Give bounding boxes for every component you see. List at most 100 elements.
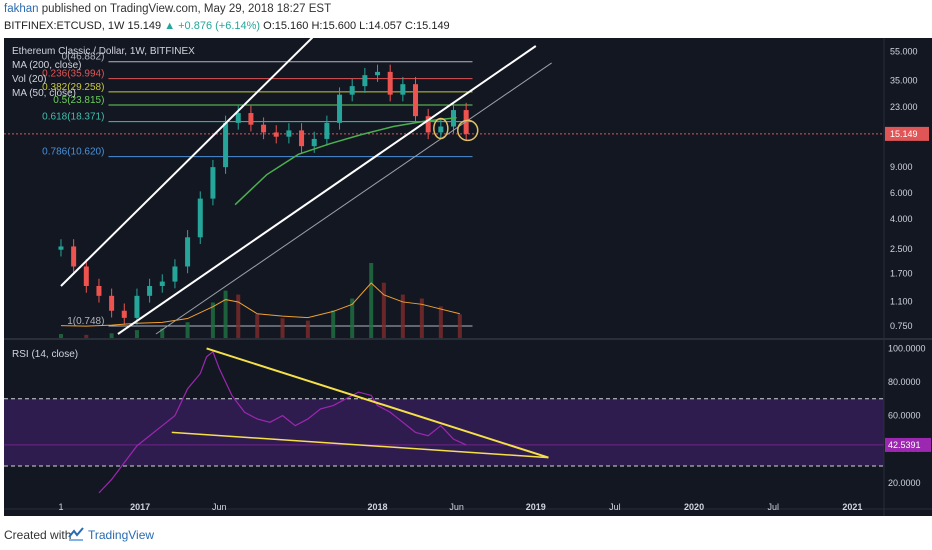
candle-body bbox=[185, 237, 191, 267]
symbol-info: BITFINEX:ETCUSD, 1W 15.149 ▲ +0.876 (+6.… bbox=[4, 20, 450, 32]
candle-body bbox=[109, 295, 115, 311]
highlight-circle bbox=[456, 119, 479, 142]
rsi-line bbox=[98, 350, 467, 494]
candle-body bbox=[375, 71, 381, 76]
volume-bar bbox=[350, 298, 355, 338]
volume-bar bbox=[438, 306, 443, 338]
candle-body bbox=[210, 167, 216, 199]
candle-body bbox=[248, 113, 254, 125]
ma50-legend[interactable]: MA (50, close) bbox=[12, 88, 76, 99]
last-price-badge bbox=[885, 126, 929, 141]
channel-lower-line bbox=[117, 45, 537, 335]
rsi-trendline-lower bbox=[171, 431, 549, 459]
rsi-trendline-upper bbox=[206, 347, 549, 459]
chart-title: Ethereum Classic / Dollar, 1W, BITFINEX bbox=[12, 46, 195, 57]
candle-body bbox=[413, 84, 419, 117]
volume-bar bbox=[185, 322, 190, 338]
time-axis-tick-label: Jun bbox=[449, 502, 464, 512]
publish-header: fakhan published on TradingView.com, May… bbox=[0, 0, 932, 38]
candle-body bbox=[83, 266, 89, 286]
price-axis-tick-label: 1.700 bbox=[890, 269, 913, 279]
candle-body bbox=[324, 122, 330, 139]
fib-level-label: 0(46.882) bbox=[62, 52, 105, 63]
candle-body bbox=[311, 138, 317, 147]
ohlc-label: O:15.160 H:15.600 L:14.057 C:15.149 bbox=[263, 20, 450, 32]
last-price-label: 15.149 bbox=[890, 129, 918, 139]
price-axis-tick-label: 9.000 bbox=[890, 162, 913, 172]
highlight-circle bbox=[433, 117, 449, 140]
price-axis-tick-label: 0.750 bbox=[890, 321, 913, 331]
candle-body bbox=[337, 94, 343, 123]
candle-body bbox=[299, 130, 305, 147]
candle-body bbox=[197, 198, 203, 238]
rsi-axis-tick-label: 20.0000 bbox=[888, 478, 921, 488]
volume-bar bbox=[280, 318, 285, 338]
candle-body bbox=[71, 246, 77, 267]
fib-level-label: 0.786(10.620) bbox=[42, 147, 104, 158]
trendline bbox=[155, 62, 552, 335]
created-with-label: Created with bbox=[4, 528, 72, 542]
ma200-legend[interactable]: MA (200, close) bbox=[12, 60, 81, 71]
rsi-axis-tick-label: 80.0000 bbox=[888, 377, 921, 387]
rsi-pane bbox=[4, 347, 884, 494]
publish-text: published on TradingView.com, May 29, 20… bbox=[41, 3, 332, 15]
volume-bar bbox=[255, 314, 260, 338]
rsi-band-fill bbox=[4, 398, 884, 466]
candle-body bbox=[121, 310, 127, 318]
candle-body bbox=[438, 126, 444, 133]
rsi-last-label: 42.5391 bbox=[888, 440, 921, 450]
rsi-legend[interactable]: RSI (14, close) bbox=[12, 349, 78, 360]
volume-bar bbox=[84, 334, 89, 338]
time-axis-tick-label: 2021 bbox=[842, 502, 862, 512]
candle-body bbox=[400, 84, 406, 95]
candle-body bbox=[286, 130, 292, 137]
volume-bar bbox=[160, 328, 165, 338]
candle-body bbox=[134, 295, 140, 318]
volume-bar bbox=[109, 333, 114, 338]
volume-bar bbox=[223, 290, 228, 338]
tradingview-logo-icon bbox=[68, 527, 84, 541]
symbol-label: BITFINEX:ETCUSD, 1W bbox=[4, 20, 125, 32]
change-label: ▲ +0.876 (+6.14%) bbox=[164, 20, 261, 32]
time-axis-tick-label: Jul bbox=[609, 502, 621, 512]
vol-legend[interactable]: Vol (20) bbox=[12, 74, 46, 85]
time-axis-tick-label: 2019 bbox=[526, 502, 546, 512]
fib-level-label: 0.618(18.371) bbox=[42, 112, 104, 123]
price-axis-tick-label: 1.100 bbox=[890, 296, 913, 306]
legend-layer: Ethereum Classic / Dollar, 1W, BITFINEX … bbox=[12, 46, 195, 360]
tradingview-brand-link[interactable]: TradingView bbox=[88, 528, 155, 542]
candle-body bbox=[159, 281, 165, 286]
candle-body bbox=[273, 132, 279, 137]
price-axis-tick-label: 23.000 bbox=[890, 102, 918, 112]
candle-body bbox=[387, 71, 393, 95]
publish-info: fakhan published on TradingView.com, May… bbox=[4, 3, 331, 15]
candle-body bbox=[362, 75, 368, 87]
chart-area[interactable]: 0(46.882) 0.236(35.994) 0.382(29.258) 0.5(2… bbox=[4, 38, 932, 516]
fib-level-label: 0.236(35.994) bbox=[42, 69, 104, 80]
time-axis-tick-label: 2018 bbox=[368, 502, 388, 512]
author-link[interactable]: fakhan bbox=[4, 3, 39, 15]
candle-body bbox=[96, 285, 102, 296]
candle-body bbox=[223, 122, 229, 168]
price-label: 15.149 bbox=[127, 20, 162, 32]
volume-bar bbox=[134, 330, 139, 338]
price-axis-tick-label: 4.000 bbox=[890, 214, 913, 224]
fib-level-label: 0.382(29.258) bbox=[42, 82, 104, 93]
axis-layer: 55.00035.00023.00015.0009.0006.0004.0002… bbox=[4, 38, 932, 516]
candle-body bbox=[349, 86, 355, 95]
channel-upper-line bbox=[60, 38, 314, 287]
volume-bar bbox=[305, 320, 310, 338]
fib-level-label: 1(0.748) bbox=[67, 316, 104, 327]
candle-body bbox=[425, 116, 431, 133]
volume-bar bbox=[419, 298, 424, 338]
fib-level-label: 0.5(23.815) bbox=[53, 95, 104, 106]
chart-canvas[interactable]: 0(46.882) 0.236(35.994) 0.382(29.258) 0.5(2… bbox=[4, 38, 932, 516]
volume-bar bbox=[381, 282, 386, 338]
candle-body bbox=[172, 266, 178, 282]
rsi-axis-tick-label: 60.0000 bbox=[888, 411, 921, 421]
price-axis-tick-label: 2.500 bbox=[890, 244, 913, 254]
price-axis-tick-label: 6.000 bbox=[890, 188, 913, 198]
candle-body bbox=[58, 246, 64, 250]
footer: Created with TradingView bbox=[0, 516, 932, 550]
volume-bar bbox=[400, 294, 405, 338]
